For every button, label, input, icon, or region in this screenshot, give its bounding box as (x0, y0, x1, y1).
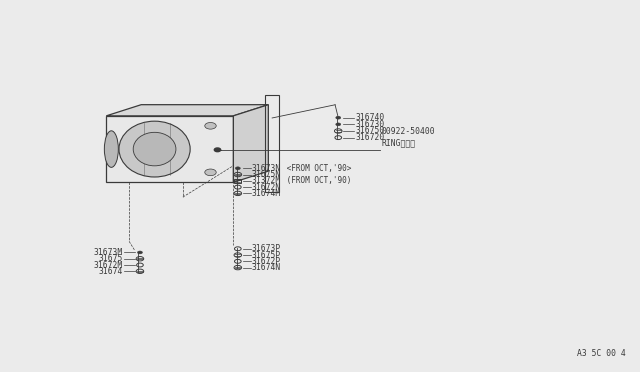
Circle shape (138, 251, 142, 254)
Polygon shape (106, 105, 268, 116)
Text: 316720: 316720 (355, 133, 385, 142)
Text: <FROM OCT,'90>: <FROM OCT,'90> (282, 164, 352, 173)
Circle shape (236, 167, 240, 170)
Text: 316740: 316740 (355, 113, 385, 122)
Circle shape (336, 123, 340, 126)
Text: 31675: 31675 (99, 254, 123, 263)
Bar (265, 96, 279, 192)
FancyBboxPatch shape (106, 116, 234, 182)
Text: A3 5C 00 4: A3 5C 00 4 (577, 349, 625, 358)
Ellipse shape (133, 132, 176, 166)
Circle shape (336, 116, 340, 119)
Circle shape (214, 148, 221, 152)
Polygon shape (234, 105, 268, 182)
Text: 31675P: 31675P (252, 251, 281, 260)
Circle shape (205, 122, 216, 129)
Text: 31672M: 31672M (93, 260, 123, 269)
Text: (FROM OCT,'90): (FROM OCT,'90) (282, 176, 352, 185)
Text: 31673N: 31673N (252, 164, 281, 173)
Ellipse shape (119, 121, 190, 177)
Text: 31674N: 31674N (252, 263, 281, 272)
Ellipse shape (104, 131, 118, 167)
Text: 31674M: 31674M (252, 189, 281, 198)
Circle shape (205, 169, 216, 176)
Text: 31672P: 31672P (252, 257, 281, 266)
Text: 31673P: 31673P (252, 244, 281, 253)
Text: 31372M: 31372M (252, 176, 281, 185)
Text: 316750: 316750 (355, 126, 385, 135)
Text: 31675N: 31675N (252, 170, 281, 179)
Text: 31672N: 31672N (252, 183, 281, 192)
Text: 31674: 31674 (99, 267, 123, 276)
Text: 31673M: 31673M (93, 248, 123, 257)
Text: 00922-50400
RINGリング: 00922-50400 RINGリング (381, 127, 435, 148)
Text: 316730: 316730 (355, 120, 385, 129)
